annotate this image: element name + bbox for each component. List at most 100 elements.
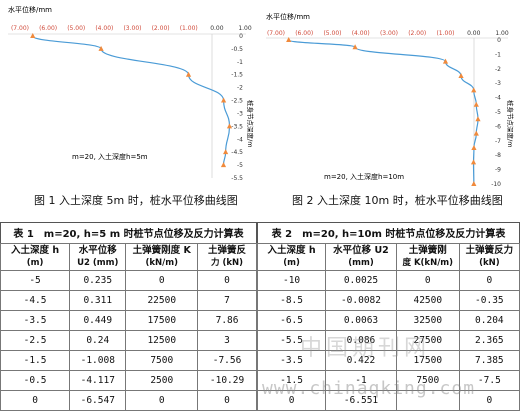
- table-cell: -0.35: [458, 290, 520, 311]
- table-2-header-stiffness: 土弹簧刚度 K(kN/m): [395, 243, 460, 271]
- x-tick-label: (3.00): [380, 30, 398, 37]
- y-tick-label: -9: [495, 167, 501, 174]
- table-cell: 0: [0, 390, 71, 411]
- table-cell: 32500: [395, 310, 460, 331]
- y-tick-label: 0: [497, 37, 501, 44]
- table-cell: -5: [0, 270, 71, 291]
- x-tick-label: (3.00): [123, 25, 141, 32]
- x-tick-label: (4.00): [95, 25, 113, 32]
- watermark-text: 中国期刊网: [300, 336, 431, 361]
- data-point-marker: [470, 159, 477, 165]
- table-2-header-row: 入土深度 h (m) 水平位移 U2 (mm) 土弹簧刚度 K(kN/m) 土弹簧反…: [256, 243, 520, 271]
- chart-2-x-ticks: (7.00) (6.00) (5.00) (4.00) (3.00) (2.00) (1.0…: [267, 30, 509, 37]
- x-tick-label: (6.00): [39, 25, 57, 32]
- table-cell: 0: [395, 270, 460, 291]
- table-1-header-reaction: 土弹簧反力 (kN): [197, 243, 257, 271]
- x-tick-label: 1.00: [238, 25, 252, 32]
- table-cell: -4.5: [0, 290, 71, 311]
- x-tick-label: (2.00): [408, 30, 426, 37]
- table-cell: 7500: [125, 350, 199, 371]
- data-point-marker: [471, 87, 477, 93]
- table-row: -8.5 -0.0082 42500 -0.35: [256, 290, 520, 311]
- table-cell: 0: [125, 390, 199, 411]
- table-row: -6.5 0.0063 32500 0.204: [256, 310, 520, 331]
- data-point-marker: [223, 149, 229, 155]
- y-tick-label: -5: [237, 162, 243, 169]
- chart-2-y-axis-label: 桩身节点深度/m: [506, 100, 515, 148]
- y-tick-label: -8: [495, 152, 501, 159]
- x-tick-label: (5.00): [323, 30, 341, 37]
- table-row: -3.5 0.422 17500 7.385: [256, 350, 520, 371]
- table-cell: -7.5: [458, 370, 520, 391]
- table-cell: 12500: [125, 330, 199, 351]
- table-cell: 0.0063: [325, 310, 397, 331]
- x-tick-label: (2.00): [152, 25, 170, 32]
- data-point-marker: [471, 145, 477, 150]
- chart-2-y-ticks: 0 -1 -2 -3 -4 -5 -6 -7 -8 -9 -10: [491, 37, 501, 188]
- table-1-header-stiffness: 土弹簧刚度 K (kN/m): [125, 243, 199, 271]
- table-cell: 7.86: [197, 310, 257, 331]
- y-tick-label: 0: [239, 33, 243, 40]
- y-tick-label: -2: [237, 85, 243, 92]
- x-tick-label: (5.00): [67, 25, 85, 32]
- watermark-url: www.chinaqking.com: [262, 378, 476, 399]
- table-1-header-depth: 入土深度 h (m): [0, 243, 71, 271]
- y-tick-label: -5: [495, 109, 501, 116]
- table-row: 0 -6.547 0 0: [0, 390, 257, 411]
- table-cell: 2.365: [458, 330, 520, 351]
- table-cell: -0.0082: [325, 290, 397, 311]
- y-tick-label: -3: [495, 80, 501, 87]
- chart-1-displacement-h5: 水平位移/mm (7.00) (6.00) (5.00) (4.00) (3.00) (2…: [8, 5, 255, 182]
- data-point-marker: [473, 101, 479, 107]
- table-cell: -6.5: [256, 310, 327, 331]
- data-point-marker: [471, 181, 477, 186]
- y-tick-label: -3.5: [231, 123, 243, 130]
- chart-1-annotation: m=20, 入土深度h=5m: [72, 152, 148, 161]
- data-point-marker: [221, 97, 227, 103]
- table-row: -3.5 0.449 17500 7.86: [0, 310, 257, 331]
- table-1-container: 表 1 m=20, h=5 m 时桩节点位移及反力计算表 入土深度 h (m) 水…: [0, 222, 257, 411]
- chart-1-series-line: [32, 35, 231, 166]
- table-cell: 22500: [125, 290, 199, 311]
- table-cell: 0: [197, 270, 257, 291]
- data-point-marker: [442, 58, 449, 64]
- x-tick-label: 0.00: [467, 30, 481, 37]
- y-tick-label: -1: [237, 59, 243, 66]
- chart-1-x-ticks: (7.00) (6.00) (5.00) (4.00) (3.00) (2.00) (1.0…: [11, 25, 252, 32]
- table-cell: -4.117: [69, 370, 127, 391]
- chart-2-annotation: m=20, 入土深度h=10m: [324, 172, 404, 181]
- chart-2-points: [286, 37, 481, 186]
- data-point-marker: [226, 123, 233, 129]
- table-cell: -10: [256, 270, 327, 291]
- chart-1-y-axis-label: 桩身节点深度/m: [246, 100, 255, 148]
- table-row: -5 0.235 0 0: [0, 270, 257, 291]
- y-tick-label: -7: [495, 138, 501, 145]
- table-cell: 3: [197, 330, 257, 351]
- data-point-marker: [30, 33, 36, 38]
- table-cell: 0: [458, 270, 520, 291]
- table-cell: 0.311: [69, 290, 127, 311]
- table-cell: -10.29: [197, 370, 257, 391]
- table-cell: -1.008: [69, 350, 127, 371]
- y-tick-label: -6: [495, 123, 501, 130]
- x-tick-label: (6.00): [295, 30, 313, 37]
- table-1: 表 1 m=20, h=5 m 时桩节点位移及反力计算表 入土深度 h (m) 水…: [0, 222, 257, 411]
- data-point-marker: [475, 116, 481, 122]
- y-tick-label: -0.5: [231, 46, 243, 53]
- y-tick-label: -5.5: [231, 175, 243, 182]
- table-2-title: 表 2 m=20, h=10m 时桩节点位移及反力计算表: [257, 222, 520, 243]
- data-point-marker: [352, 44, 358, 50]
- table-row: -0.5 -4.117 2500 -10.29: [0, 370, 257, 391]
- y-tick-label: -4: [237, 136, 243, 143]
- x-tick-label: (1.00): [180, 25, 198, 32]
- table-1-title: 表 1 m=20, h=5 m 时桩节点位移及反力计算表: [0, 222, 257, 243]
- data-point-marker: [185, 71, 192, 77]
- table-row: -10 0.0025 0 0: [256, 270, 520, 291]
- table-cell: 0: [197, 390, 257, 411]
- chart-2-x-axis-label: 水平位移/mm: [266, 12, 310, 21]
- table-1-header-row: 入土深度 h (m) 水平位移 U2 (mm) 土弹簧刚度 K (kN/m) 土弹簧反…: [0, 243, 257, 271]
- table-cell: -8.5: [256, 290, 327, 311]
- table-row: -4.5 0.311 22500 7: [0, 290, 257, 311]
- table-1-body: -5 0.235 0 0 -4.5 0.311 22500 7 -3.5 0.449 17500 7.…: [0, 270, 257, 411]
- table-cell: 0: [125, 270, 199, 291]
